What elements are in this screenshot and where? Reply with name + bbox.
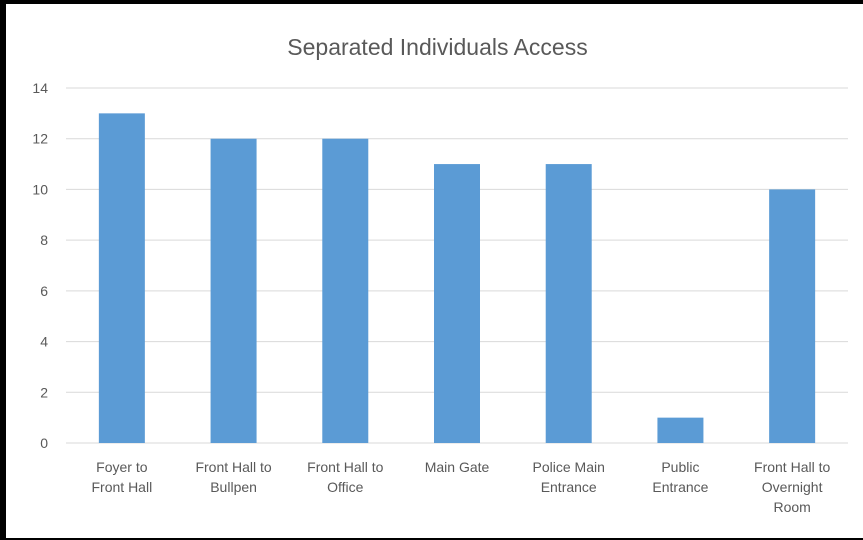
bar — [210, 138, 257, 443]
bar — [657, 417, 704, 443]
x-tick-label: Police Main Entrance — [533, 459, 605, 495]
y-axis: 0 2 4 6 8 10 12 14 — [32, 80, 48, 451]
bar — [769, 189, 816, 443]
x-tick-label: Front Hall to Bullpen — [195, 459, 271, 495]
bars — [98, 113, 816, 444]
x-tick-label: Main Gate — [425, 459, 490, 475]
y-tick-label: 14 — [32, 80, 48, 96]
x-tick-label: Public Entrance — [652, 459, 708, 495]
x-tick-label: Foyer to Front Hall — [92, 459, 153, 495]
bar — [434, 164, 480, 444]
x-tick-label: Front Hall to Office — [307, 459, 383, 495]
chart-title: Separated Individuals Access — [287, 34, 588, 60]
y-tick-label: 8 — [40, 232, 48, 248]
bar — [98, 113, 145, 443]
x-tick-label: Front Hall to Overnight Room — [754, 459, 830, 515]
y-tick-label: 6 — [40, 283, 48, 299]
y-tick-label: 0 — [40, 435, 48, 451]
y-tick-label: 4 — [40, 334, 48, 350]
y-tick-label: 2 — [40, 384, 48, 400]
bar — [545, 164, 592, 444]
bar — [322, 138, 369, 443]
x-axis: Foyer to Front Hall Front Hall to Bullpen Fr… — [92, 459, 831, 515]
y-tick-label: 12 — [32, 131, 48, 147]
y-tick-label: 10 — [32, 181, 48, 197]
